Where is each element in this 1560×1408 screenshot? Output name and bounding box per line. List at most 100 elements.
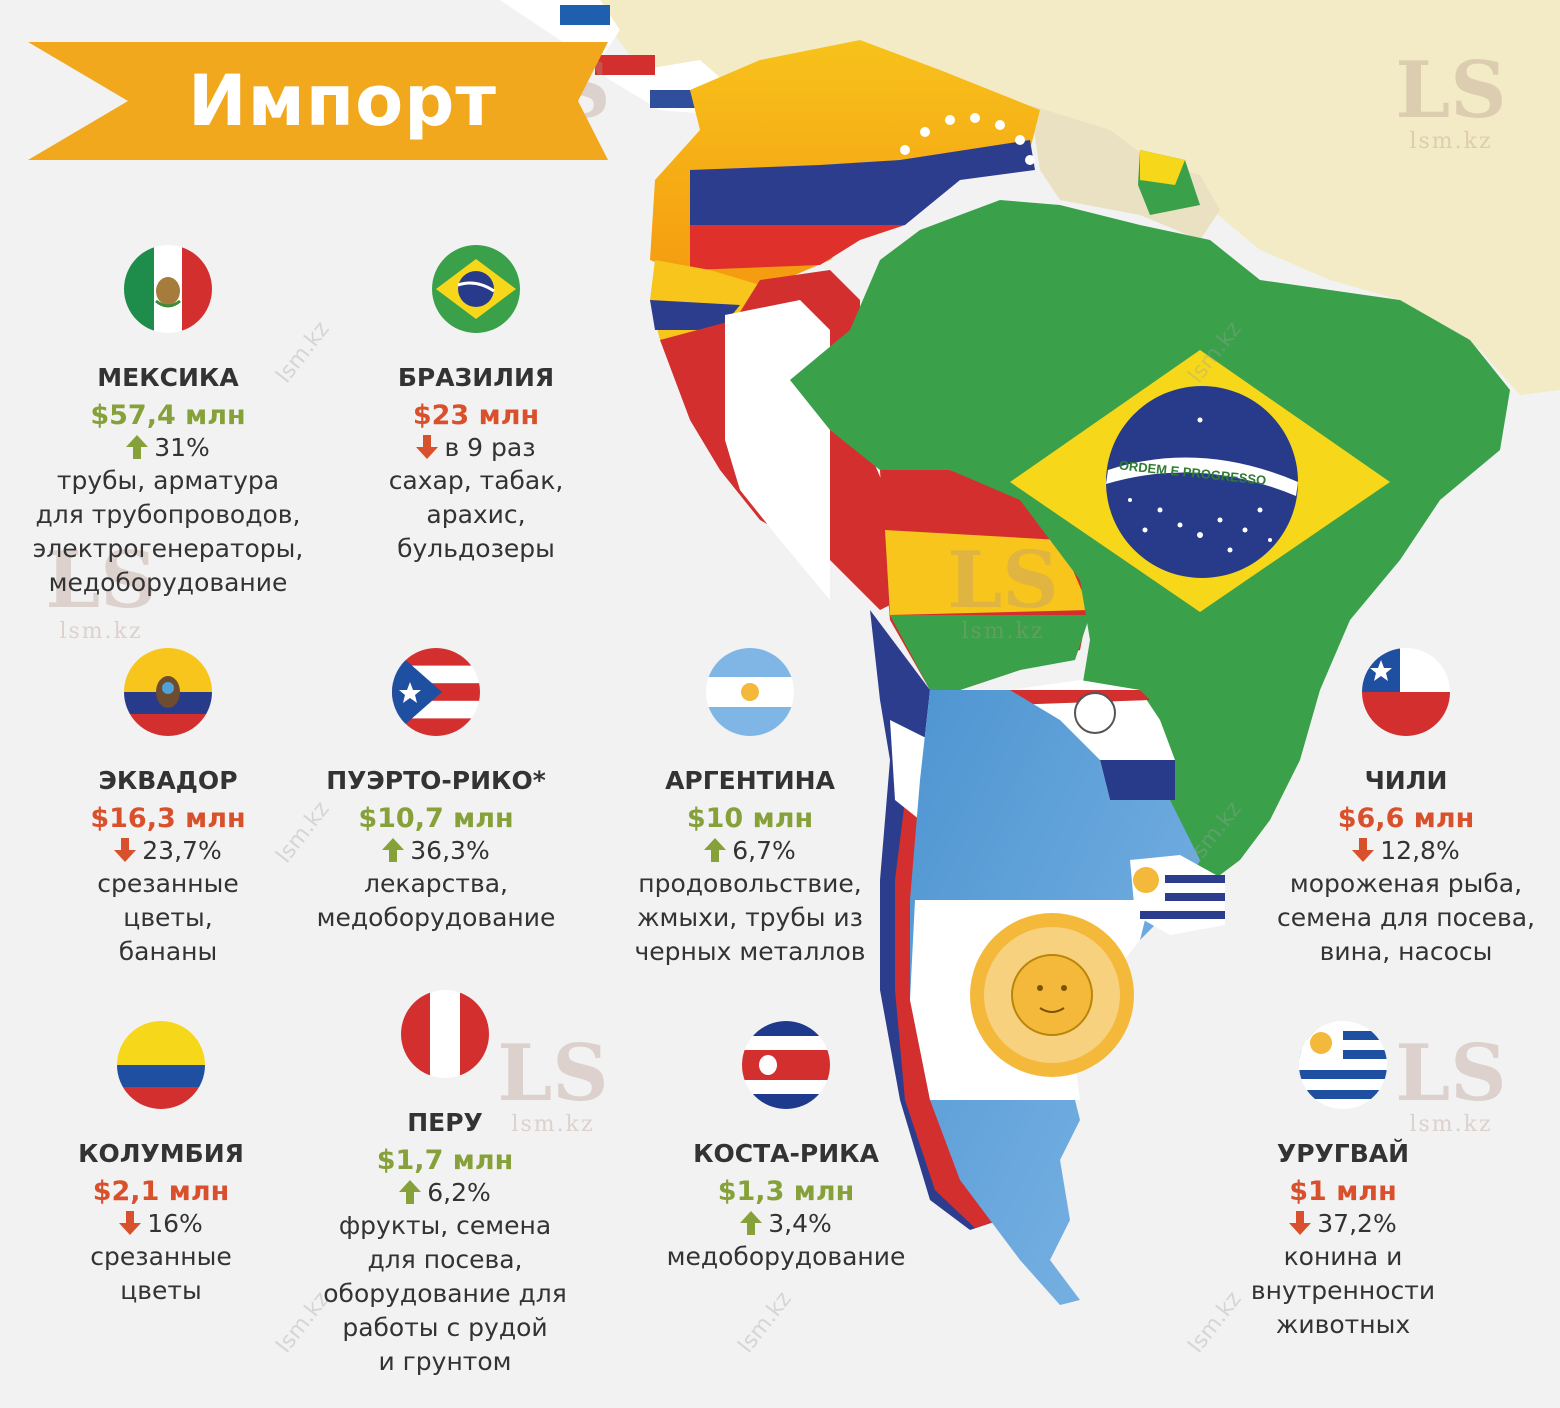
- arrow-down-icon: [114, 838, 137, 862]
- goods-list: фрукты, семена для посева, оборудование …: [295, 1209, 595, 1379]
- arrow-down-icon: [416, 435, 439, 459]
- change-value: 6,7%: [732, 836, 796, 865]
- import-amount: $57,4 млн: [90, 400, 246, 431]
- arrow-up-icon: [126, 435, 149, 459]
- arrow-down-icon: [1289, 1211, 1312, 1235]
- change-line: 31%: [18, 433, 318, 462]
- country-name: АРГЕНТИНА: [665, 766, 835, 795]
- change-line: 36,3%: [286, 836, 586, 865]
- country-name: МЕКСИКА: [97, 363, 239, 392]
- goods-line: цветы,: [123, 903, 213, 932]
- goods-line: черных металлов: [634, 937, 866, 966]
- country-name: ПЕРУ: [407, 1108, 483, 1137]
- goods-line: оборудование для: [323, 1279, 567, 1308]
- ls-watermark-logo: LS: [45, 535, 157, 626]
- change-line: 23,7%: [18, 836, 318, 865]
- goods-line: сахар, табак,: [388, 466, 564, 495]
- goods-line: семена для посева,: [1277, 903, 1535, 932]
- change-line: 6,7%: [600, 836, 900, 865]
- goods-line: фрукты, семена: [338, 1211, 552, 1240]
- arrow-up-icon: [399, 1180, 422, 1204]
- country-name: ЭКВАДОР: [98, 766, 238, 795]
- goods-line: внутренности: [1250, 1276, 1436, 1305]
- import-amount: $23 млн: [412, 400, 540, 431]
- change-line: 6,2%: [295, 1178, 595, 1207]
- goods-line: арахис,: [426, 500, 526, 529]
- country-name: БРАЗИЛИЯ: [397, 363, 555, 392]
- country-card-chile: ЧИЛИ $6,6 млн 12,8% мороженая рыба, семе…: [1256, 648, 1556, 969]
- ls-watermark: LS lsm.kz: [488, 1035, 618, 1137]
- country-name: УРУГВАЙ: [1276, 1139, 1410, 1168]
- country-name: ЧИЛИ: [1364, 766, 1448, 795]
- costa-rica-flag-icon: [742, 1021, 830, 1109]
- goods-line: медоборудование: [316, 903, 556, 932]
- import-amount: $10 млн: [686, 803, 814, 834]
- goods-line: и грунтом: [378, 1347, 512, 1376]
- goods-list: сахар, табак, арахис, бульдозеры: [326, 464, 626, 566]
- change-value: 37,2%: [1317, 1209, 1397, 1238]
- goods-line: срезанные: [90, 1242, 232, 1271]
- change-value: 12,8%: [1380, 836, 1460, 865]
- change-line: 12,8%: [1256, 836, 1556, 865]
- change-value: 23,7%: [142, 836, 222, 865]
- goods-line: цветы: [120, 1276, 202, 1305]
- ecuador-flag-icon: [124, 648, 212, 736]
- ls-watermark-site: lsm.kz: [961, 619, 1045, 644]
- country-name: КОСТА-РИКА: [693, 1139, 879, 1168]
- goods-line: жмыхи, трубы из: [637, 903, 863, 932]
- goods-line: животных: [1275, 1310, 1411, 1339]
- change-value: 31%: [154, 433, 210, 462]
- country-name: ПУЭРТО-РИКО*: [326, 766, 546, 795]
- goods-line: медоборудование: [666, 1242, 906, 1271]
- country-card-ecuador: ЭКВАДОР $16,3 млн 23,7% срезанные цветы,…: [18, 648, 318, 969]
- change-value: 6,2%: [427, 1178, 491, 1207]
- country-card-costa-rica: КОСТА-РИКА $1,3 млн 3,4% медоборудование: [636, 1021, 936, 1274]
- ls-watermark-site: lsm.kz: [511, 1112, 595, 1137]
- goods-line: бананы: [118, 937, 218, 966]
- goods-line: трубы, арматура: [56, 466, 280, 495]
- goods-list: срезанные цветы, бананы: [18, 867, 318, 969]
- goods-list: трубы, арматура для трубопроводов, элект…: [18, 464, 318, 600]
- change-line: 37,2%: [1193, 1209, 1493, 1238]
- goods-line: мороженая рыба,: [1289, 869, 1523, 898]
- puerto-rico-flag-icon: [392, 648, 480, 736]
- colombia-flag-icon: [117, 1021, 205, 1109]
- import-amount: $1,7 млн: [376, 1145, 514, 1176]
- argentina-flag-icon: [706, 648, 794, 736]
- uruguay-flag-icon: [1299, 1021, 1387, 1109]
- country-card-puerto-rico: ПУЭРТО-РИКО* $10,7 млн 36,3% лекарства, …: [286, 648, 586, 935]
- change-value: в 9 раз: [444, 433, 536, 462]
- ls-watermark: LS lsm.kz: [36, 542, 166, 644]
- import-amount: $1 млн: [1289, 1176, 1397, 1207]
- ls-watermark-site: lsm.kz: [1409, 1112, 1493, 1137]
- change-value: 36,3%: [410, 836, 490, 865]
- country-card-mexico: МЕКСИКА $57,4 млн 31% трубы, арматура дл…: [18, 245, 318, 600]
- country-card-brazil: БРАЗИЛИЯ $23 млн в 9 раз сахар, табак, а…: [326, 245, 626, 566]
- brazil-flag-icon: [432, 245, 520, 333]
- ribbon-shape: [28, 42, 608, 160]
- atlantic-land-beige: [590, 0, 1560, 395]
- goods-list: медоборудование: [636, 1240, 936, 1274]
- arrow-down-icon: [119, 1211, 142, 1235]
- ls-watermark-logo: LS: [497, 1028, 609, 1119]
- country-name: КОЛУМБИЯ: [78, 1139, 244, 1168]
- import-amount: $16,3 млн: [90, 803, 246, 834]
- ls-watermark: LS lsm.kz: [938, 542, 1068, 644]
- import-amount: $10,7 млн: [358, 803, 514, 834]
- country-card-peru: ПЕРУ $1,7 млн 6,2% фрукты, семена для по…: [295, 990, 595, 1379]
- change-line: в 9 раз: [326, 433, 626, 462]
- ls-watermark-logo: LS: [1395, 1028, 1507, 1119]
- ls-watermark: LS lsm.kz: [1386, 52, 1516, 154]
- ls-watermark-logo: LS: [1395, 45, 1507, 136]
- import-amount: $1,3 млн: [717, 1176, 855, 1207]
- chile-flag-icon: [1362, 648, 1450, 736]
- goods-line: медоборудование: [48, 568, 288, 597]
- goods-line: продовольствие,: [638, 869, 862, 898]
- peru-flag-icon: [401, 990, 489, 1078]
- ls-watermark-site: lsm.kz: [1409, 129, 1493, 154]
- central-america: [500, 0, 740, 115]
- goods-line: для трубопроводов,: [35, 500, 301, 529]
- country-card-colombia: КОЛУМБИЯ $2,1 млн 16% срезанные цветы: [11, 1021, 311, 1308]
- title-banner: Импорт: [28, 42, 608, 160]
